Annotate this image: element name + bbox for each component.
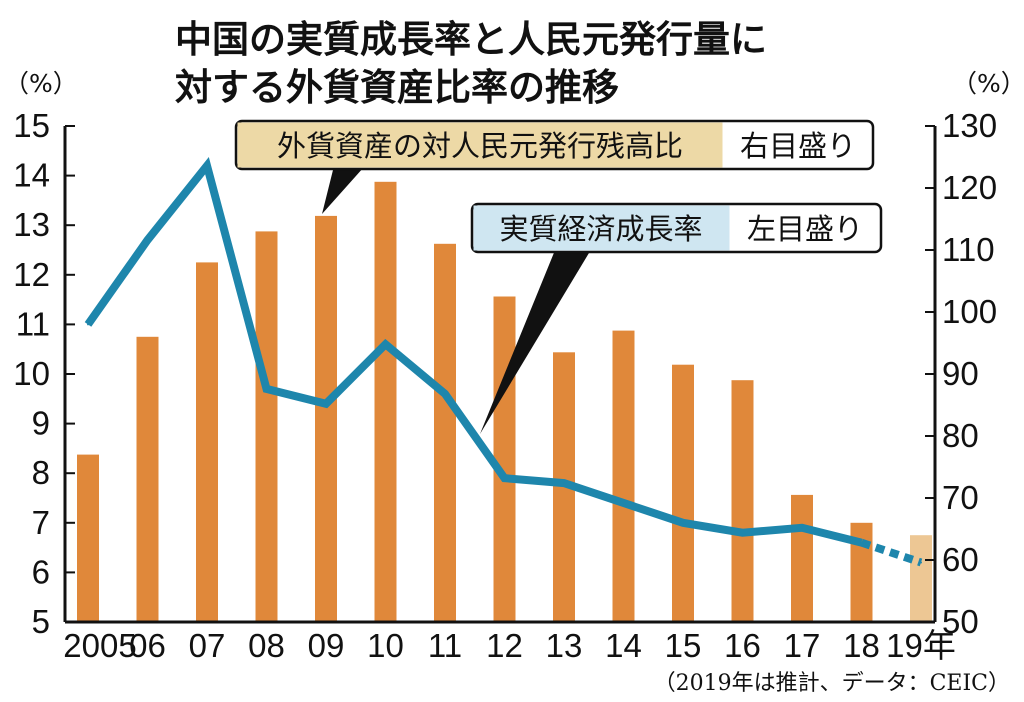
x-tick-label: 13 [546,627,583,664]
left-tick-label: 8 [32,454,50,491]
right-tick-label: 120 [942,169,997,206]
growth-point-08 [265,387,268,390]
bar-15 [672,364,694,622]
x-tick-label: 16 [724,627,761,664]
bar-06 [136,336,159,622]
right-axis-unit: （%） [952,69,1024,98]
left-tick-label: 12 [13,256,50,293]
bar-series-name: 外貨資産の対人民元発行残高比 [277,129,683,163]
source-note: （2019年は推計、データ：CEIC） [654,671,1010,696]
bar-19年 [910,535,932,622]
bar-legend-fill [237,122,723,168]
growth-point-06 [146,239,149,242]
bar-12 [493,296,516,622]
bar-11 [434,243,456,623]
right-tick-label: 80 [942,417,979,454]
growth-point-2005 [87,323,89,326]
chart-title-line2: 対する外貨資産比率の推移 [175,66,619,109]
growth-point-09 [325,402,327,405]
bar-callout-pointer [322,158,372,214]
growth-point-12 [503,477,506,480]
bar-14 [612,330,635,622]
x-tick-label: 14 [605,627,642,664]
bar-08 [255,231,278,622]
left-tick-label: 11 [16,305,50,342]
right-tick-label: 100 [942,293,997,330]
chart-title-line1: 中国の実質成長率と人民元発行量に [175,18,767,61]
left-tick-label: 14 [13,157,50,194]
x-tick-label: 17 [784,627,821,664]
bar-09 [315,215,337,622]
x-tick-label: 15 [665,627,702,664]
growth-line [84,156,863,547]
left-tick-label: 9 [32,405,50,442]
x-tick-label: 10 [367,627,404,664]
right-tick-label: 90 [942,355,979,392]
bar-07 [196,262,218,622]
left-tick-label: 6 [32,553,50,590]
growth-point-07 [206,164,208,167]
x-tick-label: 07 [189,627,226,664]
growth-point-13 [563,482,565,485]
growth-point-14 [622,501,625,504]
line-callout-pointer [480,238,598,434]
left-axis-unit: （%） [4,69,78,98]
bar-16 [731,380,754,622]
x-tick-label: 11 [428,627,462,664]
growth-point-16 [741,531,744,534]
x-tick-label: 2005 [63,627,136,664]
right-tick-label: 50 [942,603,979,640]
growth-point-17 [801,526,803,529]
left-tick-label: 7 [32,504,50,541]
right-tick-label: 60 [942,541,979,578]
left-tick-label: 5 [32,603,50,640]
x-tick-label: 12 [486,627,523,664]
x-tick-label: 18 [843,627,880,664]
line-series-axis: 左目盛り [747,212,863,246]
x-tick-label: 08 [248,627,285,664]
bar-series-axis: 右目盛り [740,129,856,163]
bar-2005 [77,454,99,622]
x-tick-label: 09 [308,627,345,664]
growth-point-10 [384,343,387,346]
right-tick-label: 130 [942,107,997,144]
left-tick-label: 13 [13,206,50,243]
line-series-name: 実質経済成長率 [499,212,702,246]
bar-17 [791,494,813,622]
growth-point-11 [444,392,446,395]
right-tick-label: 110 [942,231,995,268]
bar-10 [374,181,397,623]
left-tick-label: 15 [13,107,50,144]
line-legend-fill [473,205,730,251]
growth-point-19年 [920,561,922,564]
left-tick-label: 10 [13,355,50,392]
right-tick-label: 70 [942,479,979,516]
x-tick-label: 06 [129,627,166,664]
growth-point-18 [860,541,863,544]
growth-point-15 [682,521,684,524]
growth-line-estimate [860,538,923,567]
x-tick-label: 19年 [886,627,956,664]
